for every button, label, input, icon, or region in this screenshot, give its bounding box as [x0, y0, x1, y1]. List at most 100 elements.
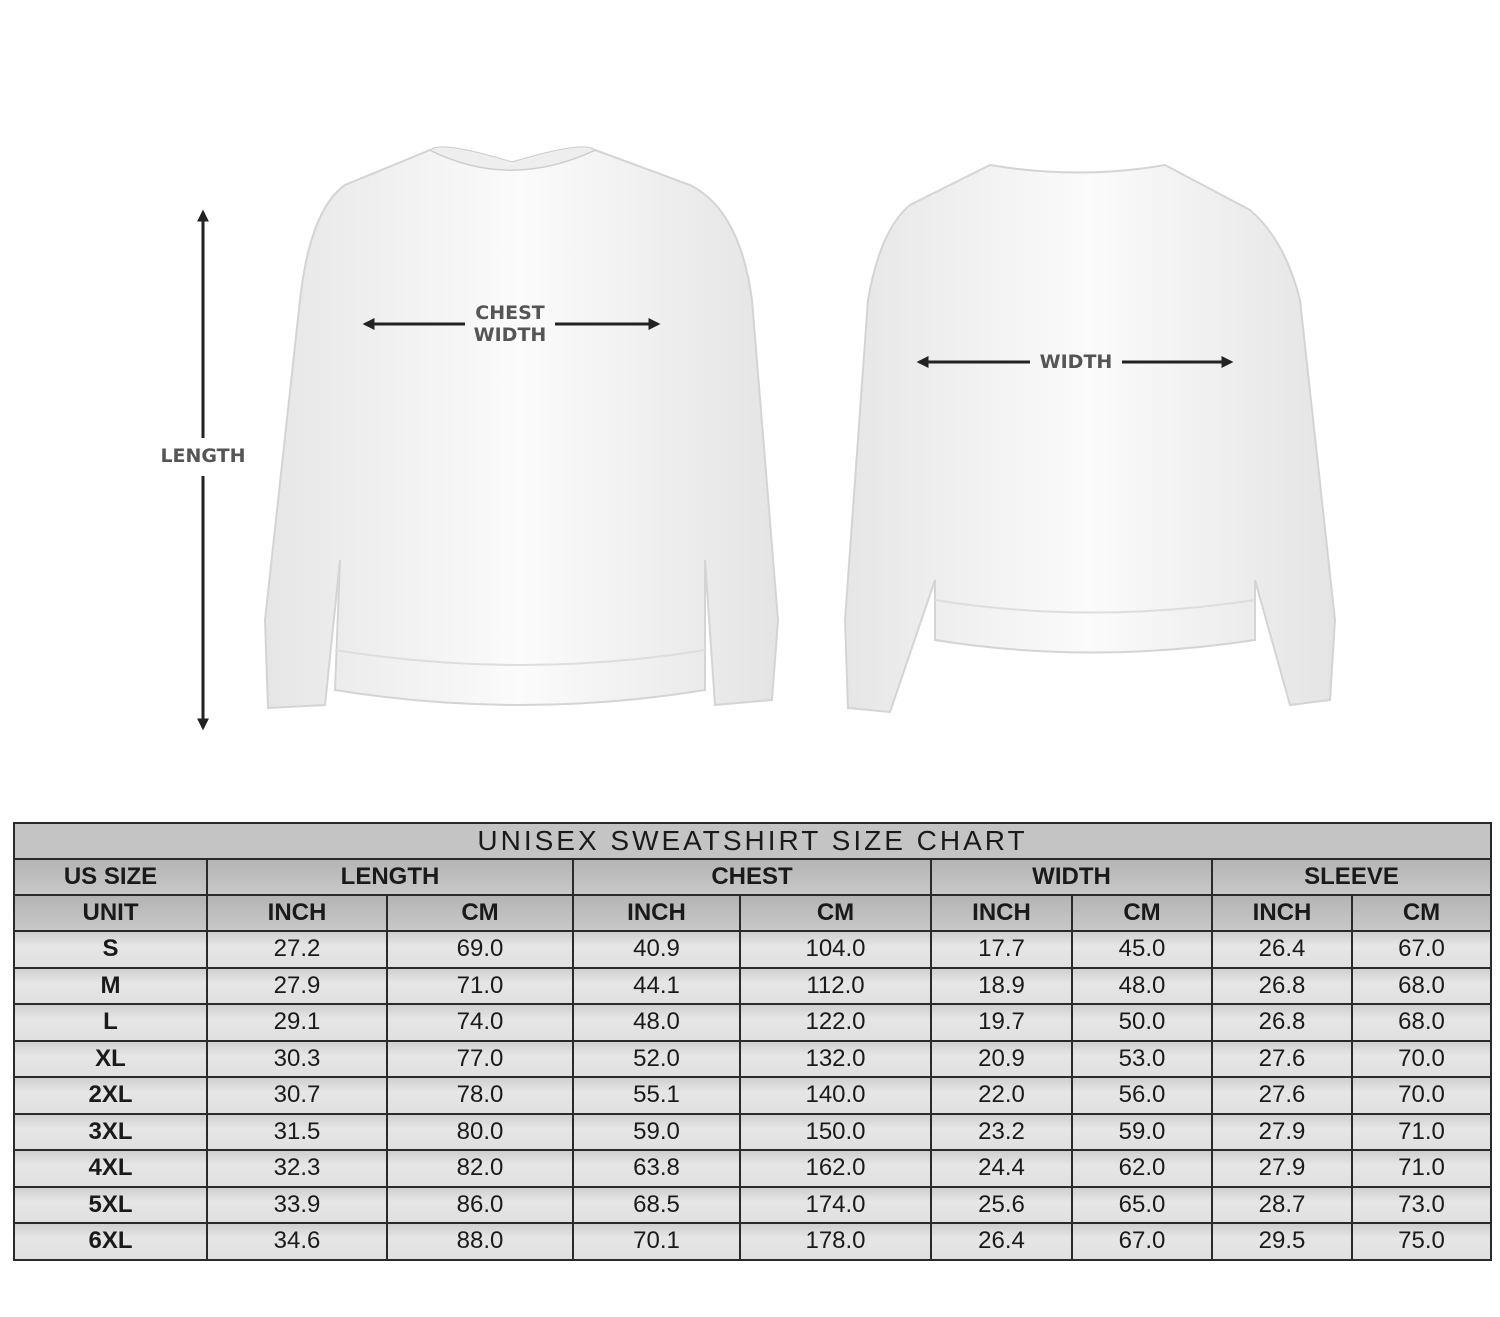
measurement-cell: 25.6 — [930, 1185, 1073, 1224]
measurement-cell: 40.9 — [572, 930, 741, 969]
table-row: M 27.9 71.0 44.1 112.0 18.9 48.0 26.8 68.0 — [13, 966, 1492, 1005]
size-cell: 3XL — [13, 1112, 208, 1151]
size-chart-table: UNISEX SWEATSHIRT SIZE CHART US SIZE LEN… — [13, 822, 1492, 1261]
measurement-cell: 26.8 — [1211, 966, 1353, 1005]
measurement-cell: 178.0 — [739, 1222, 932, 1261]
measurement-cell: 104.0 — [739, 930, 932, 969]
measurement-cell: 63.8 — [572, 1149, 741, 1188]
table-row: 3XL 31.5 80.0 59.0 150.0 23.2 59.0 27.9 71.0 — [13, 1112, 1492, 1151]
unit-header: INCH — [1211, 894, 1353, 932]
table-row: S 27.2 69.0 40.9 104.0 17.7 45.0 26.4 67.0 — [13, 930, 1492, 969]
measurement-cell: 23.2 — [930, 1112, 1073, 1151]
unit-header-row: UNIT INCH CM INCH CM INCH CM INCH CM — [13, 894, 1492, 932]
measurement-cell: 17.7 — [930, 930, 1073, 969]
measurement-cell: 45.0 — [1071, 930, 1213, 969]
measurement-cell: 174.0 — [739, 1185, 932, 1224]
table-row: L 29.1 74.0 48.0 122.0 19.7 50.0 26.8 68.0 — [13, 1003, 1492, 1042]
size-cell: 5XL — [13, 1185, 208, 1224]
measurement-cell: 56.0 — [1071, 1076, 1213, 1115]
unit-header: INCH — [930, 894, 1073, 932]
unit-header: CM — [1071, 894, 1213, 932]
measurement-cell: 33.9 — [206, 1185, 388, 1224]
measurement-cell: 62.0 — [1071, 1149, 1213, 1188]
measurement-cell: 88.0 — [386, 1222, 574, 1261]
measurement-cell: 70.0 — [1351, 1076, 1492, 1115]
header-length: LENGTH — [206, 858, 574, 896]
measurement-cell: 68.0 — [1351, 966, 1492, 1005]
measurement-cell: 71.0 — [386, 966, 574, 1005]
unit-header: CM — [1351, 894, 1492, 932]
table-row: 5XL 33.9 86.0 68.5 174.0 25.6 65.0 28.7 73.0 — [13, 1185, 1492, 1224]
measurement-cell: 71.0 — [1351, 1149, 1492, 1188]
measurement-cell: 68.5 — [572, 1185, 741, 1224]
measurement-cell: 27.6 — [1211, 1076, 1353, 1115]
measurement-cell: 29.1 — [206, 1003, 388, 1042]
table-title: UNISEX SWEATSHIRT SIZE CHART — [13, 822, 1492, 860]
measurement-cell: 55.1 — [572, 1076, 741, 1115]
measurement-cell: 80.0 — [386, 1112, 574, 1151]
measurement-cell: 26.4 — [1211, 930, 1353, 969]
measurement-cell: 32.3 — [206, 1149, 388, 1188]
header-sleeve: SLEEVE — [1211, 858, 1492, 896]
measurement-cell: 27.9 — [206, 966, 388, 1005]
measurement-cell: 70.1 — [572, 1222, 741, 1261]
length-label: LENGTH — [160, 445, 246, 467]
measurement-cell: 77.0 — [386, 1039, 574, 1078]
measurement-cell: 78.0 — [386, 1076, 574, 1115]
measurement-cell: 59.0 — [572, 1112, 741, 1151]
size-cell: M — [13, 966, 208, 1005]
measurement-cell: 112.0 — [739, 966, 932, 1005]
measurement-cell: 24.4 — [930, 1149, 1073, 1188]
measurement-cell: 75.0 — [1351, 1222, 1492, 1261]
measurement-cell: 67.0 — [1071, 1222, 1213, 1261]
measurement-cell: 69.0 — [386, 930, 574, 969]
measurement-cell: 65.0 — [1071, 1185, 1213, 1224]
table-row: XL 30.3 77.0 52.0 132.0 20.9 53.0 27.6 70.0 — [13, 1039, 1492, 1078]
measurement-cell: 70.0 — [1351, 1039, 1492, 1078]
measurement-cell: 162.0 — [739, 1149, 932, 1188]
measurement-cell: 132.0 — [739, 1039, 932, 1078]
measurement-cell: 34.6 — [206, 1222, 388, 1261]
unit-header: INCH — [206, 894, 388, 932]
unit-header: CM — [739, 894, 932, 932]
measurement-cell: 22.0 — [930, 1076, 1073, 1115]
measurement-cell: 28.7 — [1211, 1185, 1353, 1224]
measurement-cell: 27.9 — [1211, 1112, 1353, 1151]
measurement-cell: 71.0 — [1351, 1112, 1492, 1151]
measurement-cell: 19.7 — [930, 1003, 1073, 1042]
header-us-size: US SIZE — [13, 858, 208, 896]
measurement-cell: 27.6 — [1211, 1039, 1353, 1078]
chest-width-label: CHEST WIDTH — [450, 302, 570, 346]
measurement-cell: 67.0 — [1351, 930, 1492, 969]
measurement-cell: 68.0 — [1351, 1003, 1492, 1042]
measurement-cell: 29.5 — [1211, 1222, 1353, 1261]
size-cell: L — [13, 1003, 208, 1042]
measurement-cell: 18.9 — [930, 966, 1073, 1005]
measurement-cell: 26.4 — [930, 1222, 1073, 1261]
size-cell: 4XL — [13, 1149, 208, 1188]
unit-header: CM — [386, 894, 574, 932]
group-header-row: US SIZE LENGTH CHEST WIDTH SLEEVE — [13, 858, 1492, 896]
size-cell: XL — [13, 1039, 208, 1078]
measurement-cell: 82.0 — [386, 1149, 574, 1188]
header-chest: CHEST — [572, 858, 932, 896]
measurement-cell: 20.9 — [930, 1039, 1073, 1078]
measurement-cell: 27.2 — [206, 930, 388, 969]
width-label: WIDTH — [1039, 351, 1113, 373]
sweatshirt-illustration — [197, 146, 1337, 731]
size-cell: 6XL — [13, 1222, 208, 1261]
measurement-cell: 31.5 — [206, 1112, 388, 1151]
header-width: WIDTH — [930, 858, 1213, 896]
measurement-cell: 59.0 — [1071, 1112, 1213, 1151]
measurement-cell: 50.0 — [1071, 1003, 1213, 1042]
measurement-cell: 140.0 — [739, 1076, 932, 1115]
measurement-cell: 86.0 — [386, 1185, 574, 1224]
measurement-cell: 30.7 — [206, 1076, 388, 1115]
unit-header: INCH — [572, 894, 741, 932]
front-sweatshirt — [263, 146, 780, 710]
measurement-cell: 44.1 — [572, 966, 741, 1005]
table-row: 4XL 32.3 82.0 63.8 162.0 24.4 62.0 27.9 71.0 — [13, 1149, 1492, 1188]
chest-label-line1: CHEST — [475, 302, 545, 324]
size-cell: 2XL — [13, 1076, 208, 1115]
measurement-cell: 52.0 — [572, 1039, 741, 1078]
